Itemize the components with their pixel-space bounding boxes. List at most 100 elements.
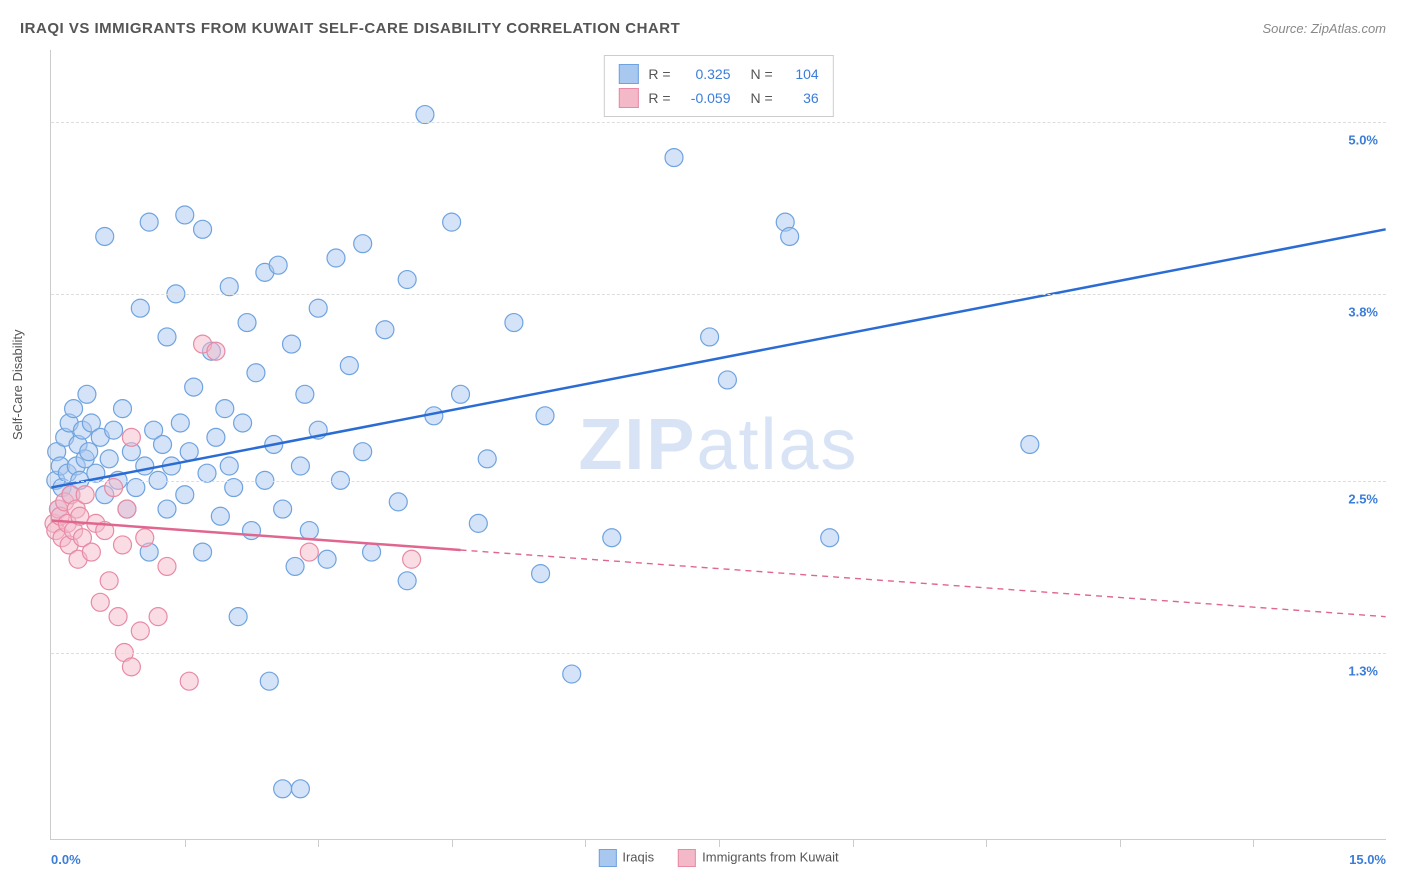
legend-swatch xyxy=(598,849,616,867)
y-tick-label: 3.8% xyxy=(1348,305,1378,320)
data-point xyxy=(443,213,461,231)
x-axis-min-label: 0.0% xyxy=(51,852,81,867)
data-point xyxy=(220,457,238,475)
data-point xyxy=(91,593,109,611)
data-point xyxy=(158,557,176,575)
data-point xyxy=(781,228,799,246)
stats-box: R =0.325N =104R =-0.059N =36 xyxy=(603,55,833,117)
data-point xyxy=(171,414,189,432)
data-point xyxy=(300,543,318,561)
data-point xyxy=(136,457,154,475)
data-point xyxy=(207,342,225,360)
data-point xyxy=(260,672,278,690)
data-point xyxy=(309,299,327,317)
legend-label: Iraqis xyxy=(622,849,654,864)
data-point xyxy=(118,500,136,518)
data-point xyxy=(136,529,154,547)
data-point xyxy=(198,464,216,482)
y-tick-label: 5.0% xyxy=(1348,132,1378,147)
data-point xyxy=(180,672,198,690)
data-point xyxy=(398,572,416,590)
data-point xyxy=(131,299,149,317)
chart-title: IRAQI VS IMMIGRANTS FROM KUWAIT SELF-CAR… xyxy=(20,20,680,37)
legend-item: Immigrants from Kuwait xyxy=(678,849,839,867)
x-tick xyxy=(185,839,186,847)
legend-bottom: Iraqis Immigrants from Kuwait xyxy=(598,849,838,867)
data-point xyxy=(274,780,292,798)
data-point xyxy=(149,608,167,626)
x-tick xyxy=(719,839,720,847)
data-point xyxy=(536,407,554,425)
x-axis-max-label: 15.0% xyxy=(1349,852,1386,867)
data-point xyxy=(283,335,301,353)
data-point xyxy=(318,550,336,568)
data-point xyxy=(109,608,127,626)
data-point xyxy=(291,457,309,475)
data-point xyxy=(158,500,176,518)
x-tick xyxy=(853,839,854,847)
chart-header: IRAQI VS IMMIGRANTS FROM KUWAIT SELF-CAR… xyxy=(20,20,1386,37)
stats-row: R =-0.059N =36 xyxy=(618,86,818,110)
stats-r-label: R = xyxy=(648,66,670,82)
data-point xyxy=(80,443,98,461)
data-point xyxy=(327,249,345,267)
stats-r-label: R = xyxy=(648,90,670,106)
x-tick xyxy=(1120,839,1121,847)
data-point xyxy=(665,149,683,167)
trend-line xyxy=(51,229,1385,487)
data-point xyxy=(82,543,100,561)
y-tick-label: 2.5% xyxy=(1348,491,1378,506)
data-point xyxy=(403,550,421,568)
x-tick xyxy=(452,839,453,847)
gridline-h xyxy=(51,481,1386,482)
data-point xyxy=(158,328,176,346)
y-tick-label: 1.3% xyxy=(1348,664,1378,679)
stats-swatch xyxy=(618,88,638,108)
data-point xyxy=(114,400,132,418)
data-point xyxy=(238,314,256,332)
chart-area: ZIPatlas R =0.325N =104R =-0.059N =36 0.… xyxy=(50,50,1386,840)
data-point xyxy=(274,500,292,518)
data-point xyxy=(701,328,719,346)
stats-r-value: -0.059 xyxy=(681,90,731,106)
data-point xyxy=(180,443,198,461)
data-point xyxy=(821,529,839,547)
chart-source: Source: ZipAtlas.com xyxy=(1262,21,1386,36)
data-point xyxy=(363,543,381,561)
data-point xyxy=(376,321,394,339)
data-point xyxy=(220,278,238,296)
stats-n-value: 104 xyxy=(783,66,819,82)
data-point xyxy=(340,357,358,375)
data-point xyxy=(122,428,140,446)
gridline-h xyxy=(51,122,1386,123)
data-point xyxy=(154,436,172,454)
data-point xyxy=(194,543,212,561)
data-point xyxy=(100,572,118,590)
stats-r-value: 0.325 xyxy=(681,66,731,82)
data-point xyxy=(718,371,736,389)
data-point xyxy=(247,364,265,382)
stats-n-label: N = xyxy=(751,66,773,82)
gridline-h xyxy=(51,294,1386,295)
data-point xyxy=(452,385,470,403)
data-point xyxy=(65,400,83,418)
legend-label: Immigrants from Kuwait xyxy=(702,849,839,864)
data-point xyxy=(114,536,132,554)
data-point xyxy=(176,486,194,504)
data-point xyxy=(105,421,123,439)
data-point xyxy=(354,443,372,461)
y-axis-label: Self-Care Disability xyxy=(10,329,25,440)
legend-item: Iraqis xyxy=(598,849,654,867)
data-point xyxy=(269,256,287,274)
stats-row: R = 0.325 N = 104 xyxy=(618,62,818,86)
data-point xyxy=(78,385,96,403)
data-point xyxy=(96,228,114,246)
stats-swatch xyxy=(618,64,638,84)
data-point xyxy=(300,522,318,540)
data-point xyxy=(140,213,158,231)
data-point xyxy=(286,557,304,575)
stats-n-value: 36 xyxy=(783,90,819,106)
x-tick xyxy=(986,839,987,847)
data-point xyxy=(563,665,581,683)
data-point xyxy=(478,450,496,468)
